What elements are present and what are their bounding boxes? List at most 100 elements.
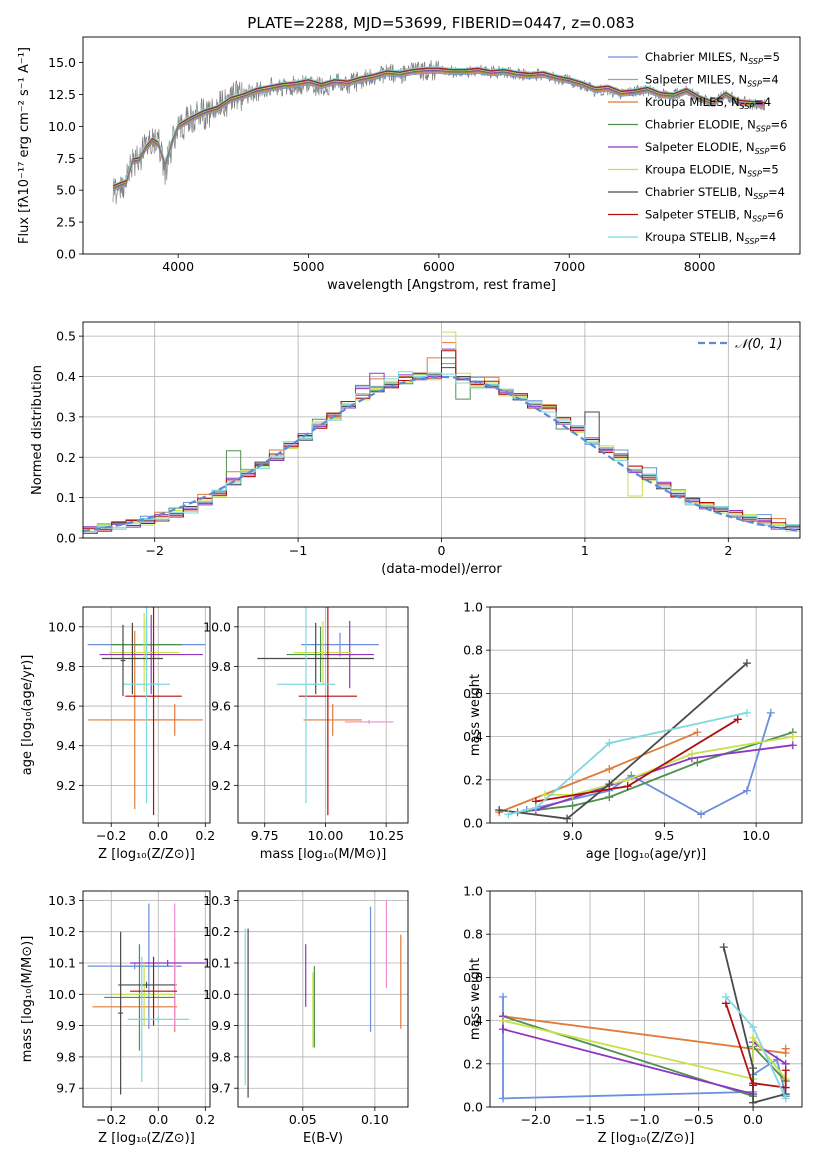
legend-suffix: =4 <box>754 95 771 109</box>
y-tick-label: 7.5 <box>56 151 76 166</box>
mass-weight-marker <box>693 758 702 767</box>
x-tick-label: 9.5 <box>654 828 674 843</box>
histogram-step <box>83 371 800 538</box>
legend-label: Salpeter STELIB, NSSP=6 <box>645 208 784 224</box>
legend-suffix: =6 <box>771 118 788 132</box>
x-tick-label: 0.0 <box>148 828 168 843</box>
age-vs-mass-panel: 9.75 10.00 10.25 9.2 9.4 9.6 9.8 10.0 mass [log₁… <box>203 606 409 862</box>
plot-area <box>112 60 766 205</box>
y-tick-label: 5.0 <box>56 183 76 198</box>
y-tick-label: 9.2 <box>211 778 231 793</box>
mass-weight-marker <box>749 1064 758 1073</box>
legend-suffix: =4 <box>768 185 785 199</box>
legend-subscript: SSP <box>755 147 770 156</box>
y-tick-label: 9.2 <box>56 778 76 793</box>
legend-name: Kroupa ELODIE, N <box>645 163 747 177</box>
legend-label: 𝒩(0, 1) <box>735 337 782 352</box>
age-vs-metallicity-panel: −0.2 0.0 0.2 9.2 9.4 9.6 9.8 10.0 Z [log₁₀(Z/Z⊙)… <box>20 606 215 862</box>
y-tick-label: 10.0 <box>48 987 76 1002</box>
mass-weight-line <box>499 662 748 820</box>
mass-weight-marker <box>749 1033 758 1042</box>
y-tick-label: 0.2 <box>463 772 483 787</box>
mass-weight-marker <box>788 741 797 750</box>
y-tick-label: 0.3 <box>56 409 76 424</box>
mass-weight-marker <box>687 749 696 758</box>
y-tick-label: 10.0 <box>203 619 231 634</box>
legend-label: Chabrier STELIB, NSSP=4 <box>645 185 785 201</box>
mass-weight-marker <box>781 1083 790 1092</box>
plot-frame <box>82 606 211 824</box>
mass-weight-line <box>526 712 772 816</box>
y-tick-label: 9.9 <box>211 1018 231 1033</box>
y-tick-label: 2.5 <box>56 215 76 230</box>
y-tick-label: 9.6 <box>56 699 76 714</box>
x-axis-label: (data-model)/error <box>381 562 502 577</box>
mass-weight-marker <box>719 943 728 952</box>
y-axis-label: age [log₁₀(age/yr)] <box>20 655 35 776</box>
legend-subscript: SSP <box>748 57 763 66</box>
plot-area <box>83 331 800 538</box>
legend-suffix: =5 <box>763 50 780 64</box>
x-tick-label: 0.2 <box>195 828 215 843</box>
x-tick-label: 10.00 <box>308 828 344 843</box>
plot-frame <box>82 36 801 255</box>
x-tick-label: 0.05 <box>289 1112 317 1127</box>
legend-label: Salpeter ELODIE, NSSP=6 <box>645 140 786 156</box>
x-axis-label: wavelength [Angstrom, rest frame] <box>327 278 556 293</box>
x-tick-label: 5000 <box>293 259 325 274</box>
legend-label: Kroupa MILES, NSSP=4 <box>645 95 771 111</box>
y-tick-label: 9.8 <box>56 1049 76 1064</box>
y-tick-label: 9.8 <box>211 659 231 674</box>
gaussian-curve <box>83 375 800 532</box>
y-tick-label: 1.0 <box>463 600 483 615</box>
mass-vs-metallicity-panel: −0.2 0.0 0.2 9.7 9.8 9.9 10.0 10.1 10.2 10.3 Z [lo… <box>20 890 215 1146</box>
x-tick-label: 0.2 <box>195 1112 215 1127</box>
x-tick-label: 7000 <box>553 259 585 274</box>
legend-subscript: SSP <box>747 80 762 89</box>
y-tick-label: 9.7 <box>56 1081 76 1096</box>
legend-name: Chabrier ELODIE, N <box>645 118 756 132</box>
plot-area <box>257 607 394 816</box>
legend-name: Kroupa MILES, N <box>645 95 740 109</box>
y-axis-label: mass weight <box>468 958 483 1040</box>
y-tick-label: 0.1 <box>56 490 76 505</box>
mass-weight-marker <box>749 1079 758 1088</box>
mass-weight-marker <box>693 728 702 737</box>
plot-area <box>495 659 797 823</box>
mass-weight-marker <box>781 1044 790 1053</box>
legend-subscript: SSP <box>740 102 755 111</box>
x-tick-label: −1.0 <box>629 1112 659 1127</box>
mass-weight-marker <box>568 801 577 810</box>
mass-weight-marker <box>605 739 614 748</box>
mass-weight-line <box>535 744 793 811</box>
y-tick-label: 0.0 <box>463 816 483 831</box>
mass-weight-marker <box>733 715 742 724</box>
legend-label: Salpeter MILES, NSSP=4 <box>645 73 779 89</box>
plot-area <box>244 900 402 1098</box>
legend-subscript: SSP <box>753 192 768 201</box>
mass-weight-marker <box>563 814 572 823</box>
plot-frame <box>82 321 801 539</box>
legend-label: Kroupa ELODIE, NSSP=5 <box>645 163 779 179</box>
mass-weight-vs-metallicity-panel: −2.0 −1.5 −1.0 −0.5 0.0 0.0 0.2 0.4 0.6 0.8 1.0 Z [… <box>463 884 803 1146</box>
legend-name: Salpeter MILES, N <box>645 73 747 87</box>
y-tick-label: 0.0 <box>56 531 76 546</box>
y-tick-label: 9.4 <box>211 738 231 753</box>
x-axis-label: mass [log₁₀(M/M⊙)] <box>260 847 387 862</box>
x-tick-label: 8000 <box>684 259 716 274</box>
legend-subscript: SSP <box>745 237 760 246</box>
spectrum-title: PLATE=2288, MJD=53699, FIBERID=0447, z=0… <box>247 14 634 32</box>
plot-frame <box>237 890 409 1108</box>
x-tick-label: −0.5 <box>684 1112 714 1127</box>
x-tick-label: 1 <box>581 543 589 558</box>
x-tick-label: 10.0 <box>742 828 770 843</box>
y-tick-label: 0.8 <box>463 927 483 942</box>
mass-weight-marker <box>605 793 614 802</box>
x-axis-label: E(B-V) <box>303 1131 343 1146</box>
y-tick-label: 0.4 <box>463 1013 483 1028</box>
spectrum-panel: 4000 5000 6000 7000 8000 0.0 2.5 5.0 7.5 10.0 12.5… <box>17 36 801 293</box>
mass-weight-marker <box>781 1066 790 1075</box>
y-tick-label: 0.0 <box>463 1100 483 1115</box>
x-axis-label: Z [log₁₀(Z/Z⊙)] <box>598 1131 695 1146</box>
mass-weight-marker <box>623 782 632 791</box>
